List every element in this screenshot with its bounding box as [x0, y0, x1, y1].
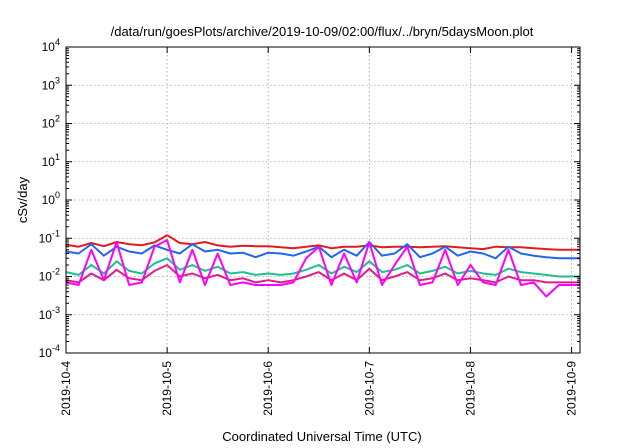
y-tick-label: 10-3 — [39, 305, 60, 322]
series-layer — [65, 234, 580, 298]
x-tick-label: 2019-10-7 — [362, 361, 376, 416]
y-tick-label: 103 — [42, 75, 60, 92]
y-tick-label: 10-4 — [39, 343, 60, 360]
y-tick-label: 10-2 — [39, 267, 60, 284]
ticks — [65, 46, 580, 354]
x-tick-label: 2019-10-4 — [59, 361, 73, 416]
grid — [66, 47, 580, 353]
chart-title: /data/run/goesPlots/archive/2019-10-09/0… — [111, 24, 534, 39]
y-tick-label: 104 — [42, 37, 60, 54]
x-tick-label: 2019-10-9 — [565, 361, 579, 416]
series-line — [65, 234, 580, 251]
x-tick-label: 2019-10-6 — [261, 361, 275, 416]
y-tick-label: 10-1 — [39, 228, 60, 245]
x-axis-label: Coordinated Universal Time (UTC) — [222, 429, 421, 444]
series-line — [65, 239, 580, 298]
x-tick-labels: 2019-10-4 2019-10-5 2019-10-6 2019-10-7 2019… — [59, 361, 579, 416]
y-tick-labels: 10-4 10-3 10-2 10-1 100 101 102 103 104 — [39, 37, 60, 360]
series-line — [65, 241, 580, 260]
y-tick-label: 101 — [42, 152, 60, 169]
y-tick-label: 100 — [42, 190, 60, 207]
y-axis-label: cSv/day — [15, 176, 30, 223]
x-tick-label: 2019-10-5 — [160, 361, 174, 416]
x-tick-label: 2019-10-8 — [463, 361, 477, 416]
series-line — [65, 257, 580, 278]
y-tick-label: 102 — [42, 114, 60, 131]
